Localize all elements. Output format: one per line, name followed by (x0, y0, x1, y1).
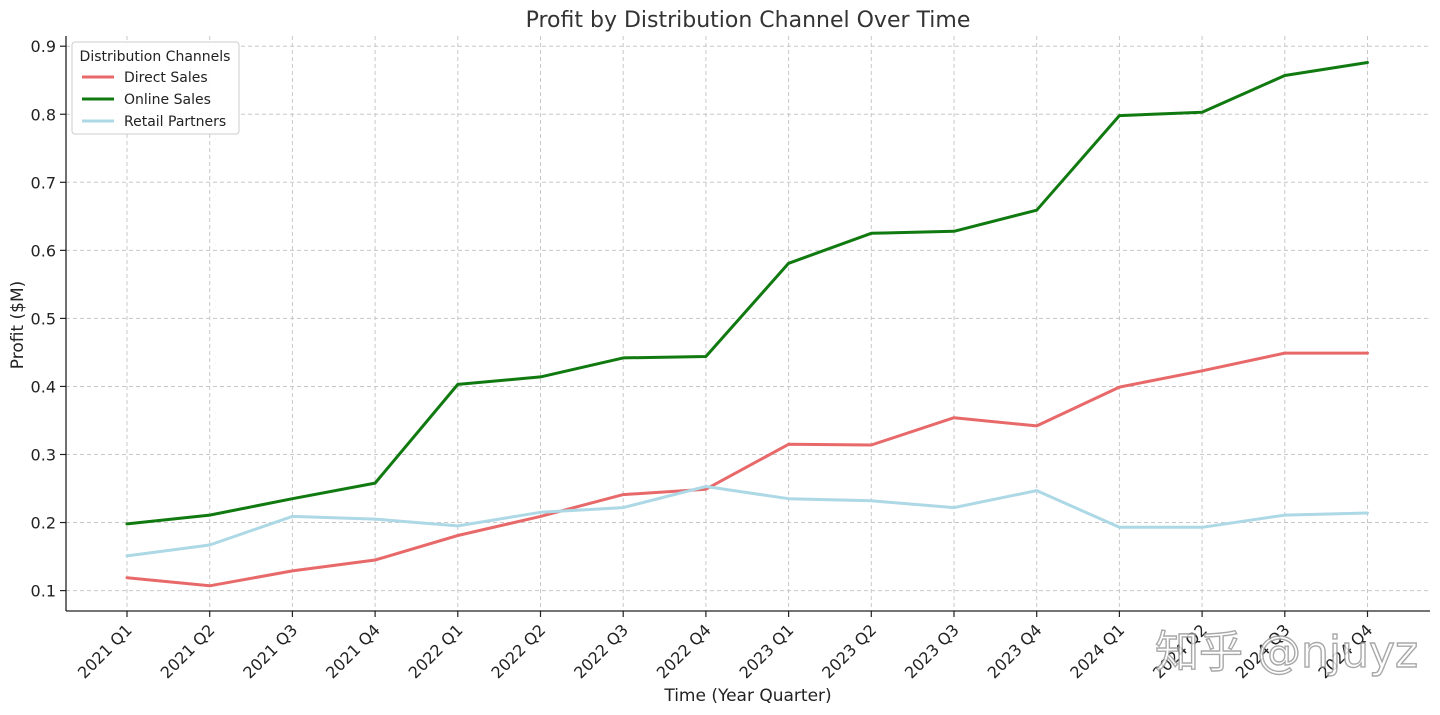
y-axis-label: Profit ($M) (8, 281, 28, 370)
x-tick-label: 2022 Q2 (487, 620, 549, 682)
x-tick-label: 2021 Q1 (74, 620, 136, 682)
legend-label: Direct Sales (124, 70, 208, 86)
legend-entries: Direct Sales Online Sales Retail Partners (82, 70, 226, 130)
x-tick-label: 2021 Q2 (157, 620, 219, 682)
axes: 2021 Q1 2021 Q2 2021 Q3 2021 Q4 2022 Q1 2022 … (31, 36, 1430, 682)
x-tick-label: 2023 Q3 (901, 620, 963, 682)
x-tick-label: 2023 Q1 (736, 620, 798, 682)
legend-label: Online Sales (124, 92, 211, 108)
y-tick-label: 0.7 (31, 173, 56, 192)
x-axis-label: Time (Year Quarter) (663, 686, 831, 706)
x-tick-label: 2021 Q4 (322, 620, 384, 682)
legend-box (71, 41, 240, 135)
x-tick-label: 2024 Q1 (1066, 620, 1128, 682)
series-line-retail-partners (125, 485, 1369, 558)
y-tick-label: 0.1 (31, 582, 56, 601)
y-tick-label: 0.2 (31, 514, 56, 533)
y-tick-label: 0.8 (31, 105, 56, 124)
legend: Distribution Channels Direct Sales Online… (71, 41, 240, 135)
x-tick-label: 2023 Q4 (984, 620, 1046, 682)
series-line-direct-sales (125, 351, 1369, 588)
x-tick-label: 2023 Q2 (818, 620, 880, 682)
legend-title: Distribution Channels (80, 49, 231, 65)
y-tick-label: 0.5 (31, 309, 56, 328)
watermark-text: 知乎 @njuyz (1155, 627, 1418, 678)
grid (66, 36, 1430, 611)
y-tick-label: 0.3 (31, 445, 56, 464)
series-line-online-sales (125, 61, 1369, 526)
x-tick-label: 2022 Q4 (653, 620, 715, 682)
series-lines (125, 61, 1369, 588)
x-tick-label: 2022 Q1 (405, 620, 467, 682)
legend-label: Retail Partners (124, 114, 226, 130)
chart-title: Profit by Distribution Channel Over Time (526, 8, 971, 33)
y-tick-label: 0.6 (31, 241, 56, 260)
y-tick-label: 0.9 (31, 37, 56, 56)
x-tick-label: 2021 Q3 (239, 620, 301, 682)
x-tick-label: 2022 Q3 (570, 620, 632, 682)
y-tick-label: 0.4 (31, 377, 56, 396)
